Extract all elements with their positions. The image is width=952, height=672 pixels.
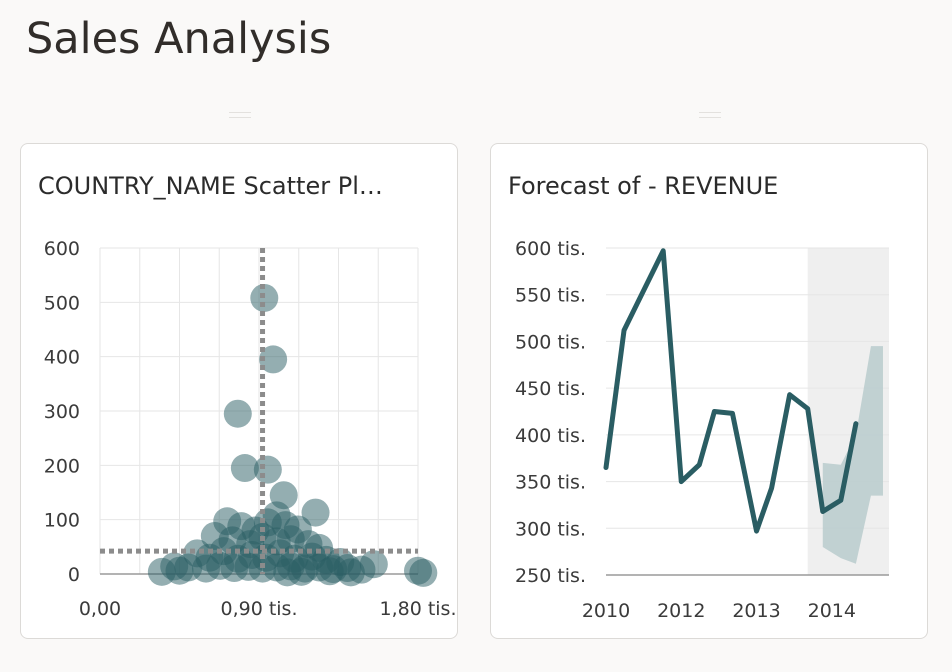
y-tick-label: 600 <box>44 238 80 260</box>
drag-handle-icon[interactable] <box>699 112 721 118</box>
x-tick-label: 2010 <box>582 600 630 622</box>
scatter-point <box>287 557 316 586</box>
page-title: Sales Analysis <box>26 14 332 64</box>
scatter-chart[interactable]: 0 100 200 300 400 500 600 0,00 0,90 tis. 1,80 tis… <box>21 144 457 638</box>
y-tick-label: 450 tis. <box>515 378 586 400</box>
scatter-point <box>336 558 365 587</box>
y-tick-label: 100 <box>44 510 80 532</box>
y-tick-label: 350 tis. <box>515 472 586 494</box>
forecast-chart[interactable]: 250 tis. 300 tis. 350 tis. 400 tis. 450 tis.… <box>491 144 927 638</box>
scatter-point <box>359 550 388 579</box>
x-tick-label: 0,00 <box>79 598 121 620</box>
scatter-point <box>301 498 330 527</box>
scatter-point <box>165 556 194 585</box>
x-tick-label: 2014 <box>808 600 856 622</box>
y-tick-label: 300 tis. <box>515 518 586 540</box>
y-tick-label: 200 <box>44 455 80 477</box>
y-tick-label: 500 tis. <box>515 331 586 353</box>
x-tick-label: 2012 <box>657 600 705 622</box>
y-tick-label: 400 <box>44 347 80 369</box>
y-tick-label: 500 <box>44 292 80 314</box>
y-tick-label: 550 tis. <box>515 285 586 307</box>
x-tick-label: 0,90 tis. <box>220 598 297 620</box>
y-tick-label: 400 tis. <box>515 425 586 447</box>
scatter-point <box>253 455 282 484</box>
scatter-point <box>409 558 438 587</box>
x-tick-label: 1,80 tis. <box>379 598 456 620</box>
forecast-card: Forecast of - REVENUE 250 tis. 300 tis. 35… <box>490 143 928 639</box>
scatter-point <box>223 399 252 428</box>
y-tick-label: 300 <box>44 401 80 423</box>
drag-handle-icon[interactable] <box>229 112 251 118</box>
scatter-point <box>259 345 288 374</box>
revenue-line <box>603 248 859 534</box>
forecast-band <box>822 346 883 564</box>
x-tick-label: 2013 <box>732 600 780 622</box>
y-tick-label: 600 tis. <box>515 238 586 260</box>
y-tick-label: 0 <box>68 564 80 586</box>
y-tick-label: 250 tis. <box>515 565 586 587</box>
scatter-card: COUNTRY_NAME Scatter Pl… 0 100 200 300 400 50… <box>20 143 458 639</box>
scatter-point <box>230 454 259 483</box>
scatter-point <box>315 557 344 586</box>
